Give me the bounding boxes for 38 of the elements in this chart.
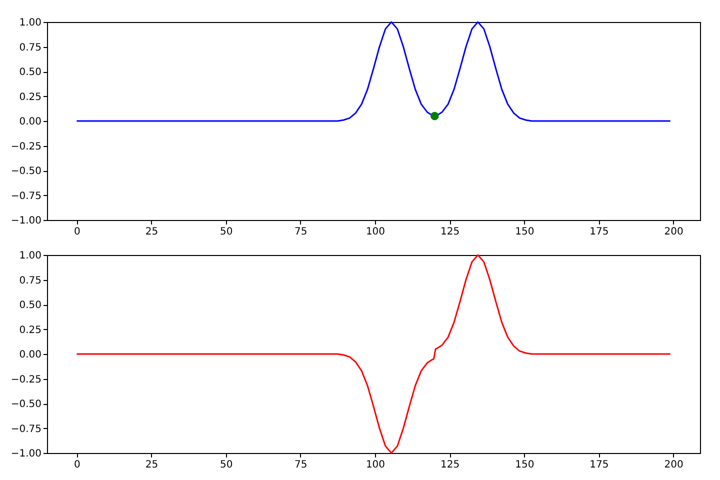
x-tick-label: 50 — [220, 226, 233, 238]
x-tick-label: 175 — [590, 226, 609, 238]
y-tick-label: 0.00 — [19, 116, 42, 128]
x-tick-label: 125 — [440, 460, 460, 470]
y-tick-label: 0.00 — [19, 350, 42, 360]
x-tick-label: 125 — [440, 226, 460, 238]
y-tick-label: 1.00 — [19, 18, 42, 28]
y-tick-label: −0.50 — [10, 166, 42, 177]
x-tick-label: 25 — [145, 460, 158, 470]
y-tick-label: −1.00 — [10, 216, 42, 226]
y-tick-label: 0.75 — [19, 275, 42, 286]
y-tick-label: 0.50 — [19, 67, 42, 78]
x-tick-label: 75 — [294, 226, 308, 238]
x-tick-label: 25 — [145, 226, 158, 238]
y-tick-label: −0.25 — [10, 374, 42, 386]
y-tick-label: −1.00 — [10, 448, 42, 460]
y-tick-label: 0.25 — [19, 92, 42, 103]
y-tick-label: −0.75 — [10, 190, 42, 202]
x-tick-label: 200 — [664, 460, 684, 470]
x-tick-label: 150 — [515, 226, 534, 238]
y-tick-label: 0.75 — [19, 42, 42, 54]
x-tick-label: 0 — [74, 226, 80, 238]
line-series — [76, 21, 672, 122]
y-tick-label: −0.75 — [10, 424, 42, 435]
x-tick-label: 0 — [74, 460, 80, 470]
y-tick-label: −0.25 — [10, 141, 42, 152]
x-tick-label: 175 — [590, 460, 609, 470]
x-tick-label: 150 — [515, 460, 534, 470]
line-series — [76, 254, 672, 454]
x-tick-label: 100 — [366, 226, 386, 238]
y-tick-label: −0.50 — [10, 399, 42, 410]
y-tick-label: 0.50 — [19, 300, 42, 311]
x-tick-label: 75 — [294, 460, 308, 470]
y-tick-label: 0.25 — [19, 324, 42, 336]
y-tick-label: 1.00 — [19, 250, 42, 262]
x-tick-label: 200 — [664, 226, 684, 238]
x-tick-label: 50 — [220, 460, 233, 470]
x-tick-label: 100 — [366, 460, 386, 470]
